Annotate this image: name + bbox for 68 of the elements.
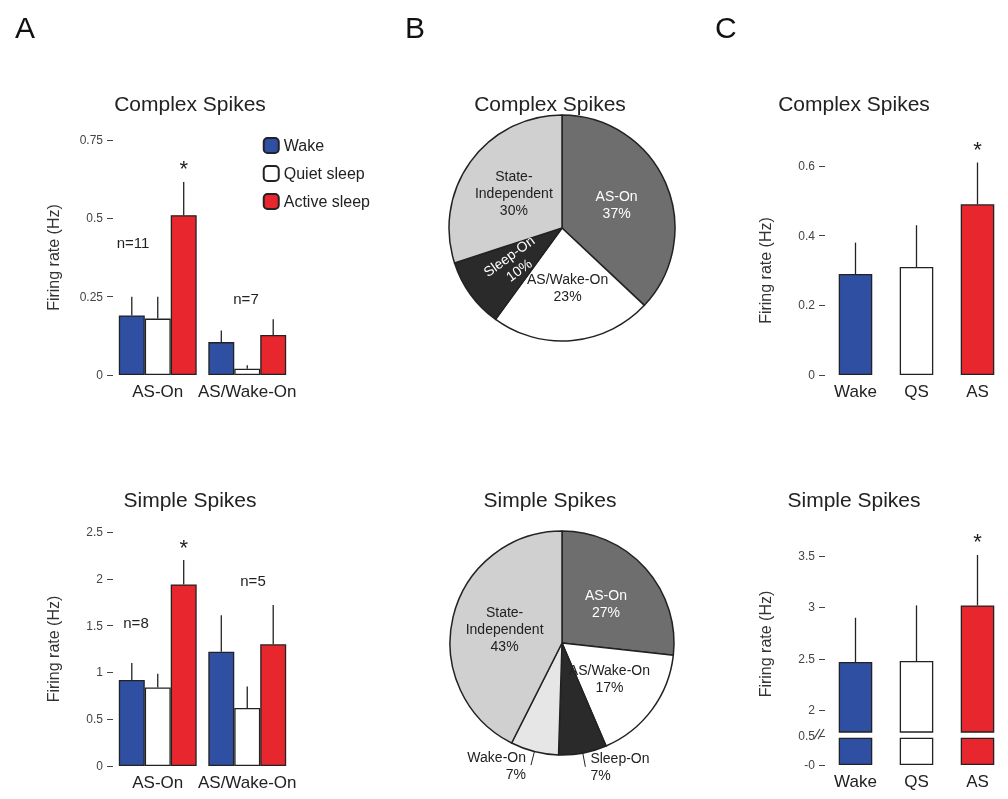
y-tick-label: 2.5 bbox=[798, 651, 816, 666]
chart-title: Simple Spikes bbox=[787, 488, 921, 511]
y-tick-label: 0 bbox=[808, 368, 816, 382]
data-label: 43% bbox=[490, 638, 519, 655]
y-tick-label: 0.5 bbox=[86, 211, 104, 226]
y-tick-label: 2 bbox=[808, 703, 816, 718]
y-tick-label: 0.5 bbox=[798, 729, 816, 743]
x-tick-label: AS bbox=[966, 382, 989, 401]
data-label: 27% bbox=[591, 604, 620, 621]
chart-title: Simple Spikes bbox=[483, 488, 617, 511]
data-label: * bbox=[179, 534, 189, 560]
annotation: n=7 bbox=[233, 289, 259, 307]
y-tick-label: 2.5 bbox=[86, 525, 104, 539]
x-tick-label: AS-On bbox=[132, 773, 184, 792]
text: A bbox=[15, 10, 36, 44]
chart-title: Complex Spikes bbox=[114, 92, 266, 115]
slice-label: Sleep-On bbox=[590, 750, 650, 767]
x-tick-label: QS bbox=[904, 772, 929, 791]
y-tick-label: 0 bbox=[96, 759, 104, 773]
chart-title: Simple Spikes bbox=[123, 488, 257, 511]
slice-label: State-Independent bbox=[474, 168, 553, 202]
slice-label: AS-On bbox=[595, 187, 638, 204]
text: B bbox=[405, 10, 426, 44]
y-tick-label: 3 bbox=[808, 600, 816, 615]
y-axis-title: Firing rate (Hz) bbox=[756, 217, 774, 324]
slice-label: State-Independent bbox=[465, 604, 544, 638]
data-label: 17% bbox=[595, 678, 624, 695]
data-label: 37% bbox=[602, 204, 631, 221]
x-tick-label: AS-On bbox=[132, 382, 184, 401]
data-label: 30% bbox=[499, 202, 528, 219]
legend-label: Quiet sleep bbox=[283, 165, 365, 182]
x-tick-label: Wake bbox=[834, 382, 877, 401]
legend-label: Active sleep bbox=[283, 193, 371, 210]
x-tick-label: QS bbox=[904, 382, 929, 401]
y-axis-title: Firing rate (Hz) bbox=[44, 595, 62, 703]
text: C bbox=[715, 10, 737, 44]
chart-title: Complex Spikes bbox=[778, 92, 930, 115]
y-tick-label: -0 bbox=[804, 758, 816, 772]
x-tick-label: AS/Wake-On bbox=[197, 382, 297, 401]
data-label: * bbox=[973, 137, 983, 163]
y-axis-title: Firing rate (Hz) bbox=[44, 204, 62, 311]
data-label: * bbox=[973, 529, 983, 555]
annotation: n=8 bbox=[123, 613, 149, 631]
y-tick-label: 0.6 bbox=[798, 159, 816, 173]
slice-label: AS-On bbox=[584, 587, 627, 604]
annotation: n=11 bbox=[116, 233, 150, 251]
x-tick-label: AS/Wake-On bbox=[197, 773, 297, 792]
y-tick-label: 0.75 bbox=[79, 133, 104, 147]
y-axis-title: Firing rate (Hz) bbox=[756, 590, 774, 698]
x-tick-label: Wake bbox=[834, 772, 877, 791]
y-tick-label: 1.5 bbox=[86, 618, 104, 633]
y-tick-label: 0 bbox=[96, 368, 104, 382]
y-tick-label: 1 bbox=[96, 665, 104, 680]
slice-label: Wake-On bbox=[467, 748, 526, 765]
data-label: 7% bbox=[590, 767, 611, 784]
annotation: n=5 bbox=[240, 571, 266, 589]
legend-label: Wake bbox=[283, 137, 325, 154]
y-tick-label: 0.5 bbox=[86, 712, 104, 727]
y-tick-label: 3.5 bbox=[798, 549, 816, 563]
y-tick-label: 0.25 bbox=[79, 289, 104, 304]
y-tick-label: 0.2 bbox=[798, 298, 816, 313]
y-tick-label: 0.4 bbox=[798, 228, 816, 243]
x-tick-label: AS bbox=[966, 772, 989, 791]
data-label: 23% bbox=[553, 287, 582, 304]
data-label: 7% bbox=[505, 765, 526, 782]
chart-title: Complex Spikes bbox=[474, 92, 626, 115]
data-label: * bbox=[179, 156, 189, 182]
y-tick-label: 2 bbox=[96, 571, 104, 586]
